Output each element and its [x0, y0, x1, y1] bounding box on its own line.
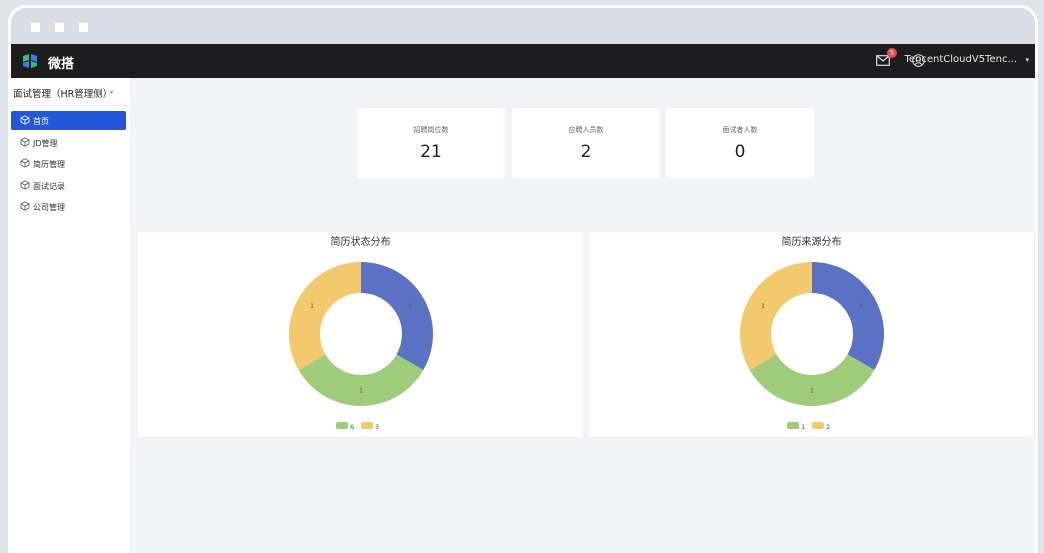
slice-label: 1	[408, 303, 412, 310]
sidebar-item-label: JD管理	[33, 138, 58, 148]
stat-card-interviewees: 面试者人数 0	[666, 108, 814, 178]
legend-label[interactable]: 1	[801, 423, 805, 431]
pie-slice[interactable]	[298, 354, 424, 407]
legend-label[interactable]: 3	[375, 423, 379, 431]
sidebar-item-label: 公司管理	[33, 203, 65, 213]
legend-swatch[interactable]	[812, 422, 824, 429]
user-avatar-icon[interactable]	[912, 54, 925, 67]
pie-slice[interactable]	[361, 262, 433, 370]
cube-icon	[20, 201, 30, 212]
chart-title: 简历来源分布	[781, 237, 842, 248]
sidebar-item-home[interactable]: 首页	[11, 111, 126, 130]
resume-source-chart: 简历来源分布 1 1 1 1 2	[589, 232, 1034, 437]
legend-label[interactable]: 6	[350, 423, 354, 431]
sidebar: 面试管理（HR管理侧） ⌄ 首页 JD管理 简历管理 面试记录 公司管理	[11, 78, 130, 553]
mail-icon[interactable]	[876, 55, 890, 66]
legend-swatch[interactable]	[361, 422, 373, 429]
stat-value: 21	[420, 142, 442, 162]
cube-icon	[20, 136, 30, 147]
cube-icon	[20, 180, 30, 190]
sidebar-item-interview[interactable]: 面试记录	[11, 176, 126, 195]
slice-label: 1	[761, 303, 765, 310]
cube-icon	[20, 115, 30, 125]
stat-value: 2	[580, 142, 592, 162]
donut-chart: 1 1 1 6 3	[289, 262, 433, 431]
sidebar-nav: 首页 JD管理 简历管理 面试记录 公司管理	[11, 111, 130, 216]
cube-icon	[20, 158, 30, 168]
stat-label: 招聘岗位数	[413, 126, 449, 134]
window-dot	[31, 23, 40, 32]
pie-slice[interactable]	[812, 262, 884, 370]
window-dot	[79, 23, 88, 32]
resume-status-chart: 简历状态分布 1 1 1 6 3	[138, 232, 583, 437]
stat-label: 应聘人员数	[568, 126, 604, 134]
stat-value: 0	[734, 142, 746, 162]
app-window: 微搭 5 TencentCloudV5Tenc... ▾ 面试管理（HR管理侧）…	[8, 5, 1038, 553]
slice-label: 1	[810, 388, 814, 395]
chevron-down-icon: ⌄	[108, 86, 115, 95]
sidebar-item-label: 面试记录	[33, 181, 65, 191]
window-dot	[55, 23, 64, 32]
slice-label: 1	[859, 303, 863, 310]
window-chrome	[11, 8, 1035, 44]
sidebar-item-jd[interactable]: JD管理	[11, 133, 126, 152]
pie-slice[interactable]	[749, 354, 875, 407]
sidebar-item-resume[interactable]: 简历管理	[11, 154, 126, 173]
brand-name: 微搭	[48, 57, 75, 72]
chart-title: 简历状态分布	[330, 237, 391, 248]
slice-label: 1	[359, 388, 363, 395]
top-bar: 微搭 5 TencentCloudV5Tenc... ▾	[11, 44, 1035, 78]
legend-swatch[interactable]	[787, 422, 799, 429]
role-selector-label: 面试管理（HR管理侧）	[13, 89, 113, 100]
sidebar-item-company[interactable]: 公司管理	[11, 197, 126, 216]
role-selector[interactable]: 面试管理（HR管理侧） ⌄	[11, 78, 130, 106]
sidebar-item-label: 首页	[33, 117, 49, 126]
stat-card-positions: 招聘岗位数 21	[357, 108, 505, 178]
slice-label: 1	[310, 303, 314, 310]
legend-label[interactable]: 2	[826, 423, 830, 431]
donut-chart: 1 1 1 1 2	[740, 262, 884, 431]
pie-slice[interactable]	[740, 262, 812, 370]
user-name[interactable]: TencentCloudV5Tenc...	[904, 54, 1017, 65]
stat-card-applicants: 应聘人员数 2	[512, 108, 660, 178]
brand-logo-icon[interactable]	[21, 53, 39, 69]
sidebar-item-label: 简历管理	[33, 160, 65, 170]
chevron-down-icon[interactable]: ▾	[1025, 56, 1029, 64]
stat-label: 面试者人数	[722, 126, 758, 134]
legend-swatch[interactable]	[336, 422, 348, 429]
pie-slice[interactable]	[289, 262, 361, 370]
notification-badge: 5	[887, 48, 897, 58]
